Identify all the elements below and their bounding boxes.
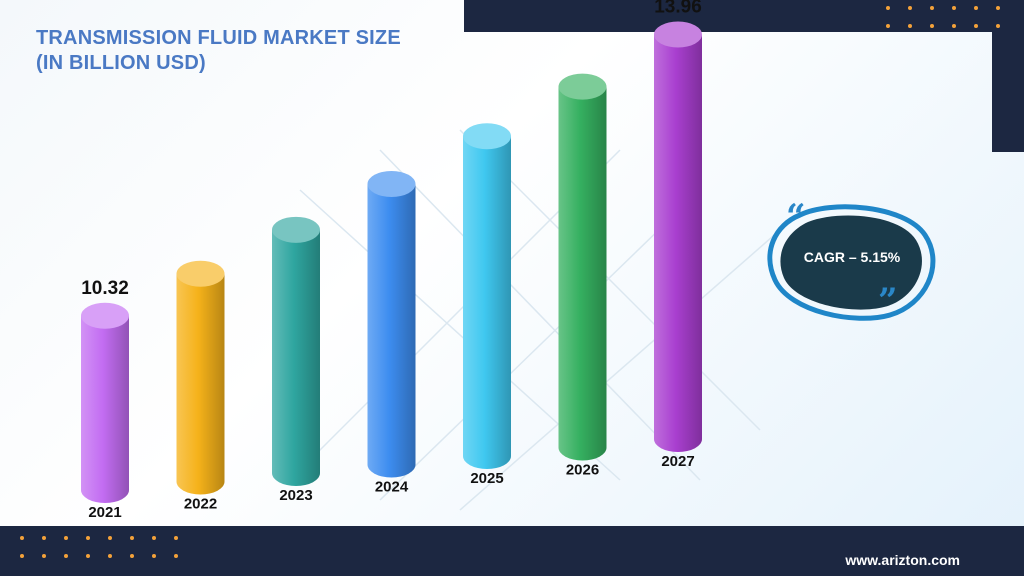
x-tick-label: 2027 [661, 453, 694, 470]
decor-dot [108, 554, 112, 558]
decor-dot [20, 536, 24, 540]
x-tick-label: 2024 [375, 479, 409, 496]
top-dots [886, 6, 1000, 28]
bar-cap-2024 [367, 171, 416, 197]
decor-dot [996, 24, 1000, 28]
decor-dot [952, 6, 956, 10]
bar-cap-2021 [81, 302, 129, 329]
bar-2027 [654, 34, 702, 452]
bottom-decor-bar [0, 526, 1024, 576]
cagr-badge: “ ” [767, 197, 936, 321]
chart-title: TRANSMISSION FLUID MARKET SIZE (IN BILLI… [36, 26, 401, 76]
decor-dot [130, 554, 134, 558]
decor-dot [974, 6, 978, 10]
decor-dot [152, 536, 156, 540]
bar-cap-2027 [654, 21, 702, 48]
bar-cap-2023 [272, 216, 320, 243]
decor-dot [908, 24, 912, 28]
quote-close-icon: ” [878, 281, 898, 321]
quote-open-icon: “ [786, 197, 806, 237]
data-label: 10.32 [81, 278, 129, 299]
decor-dot [886, 6, 890, 10]
bar-2021 [81, 315, 129, 503]
chart-title-line1: TRANSMISSION FLUID MARKET SIZE [36, 27, 401, 49]
lattice-line [459, 229, 781, 511]
bar-cap-2026 [558, 73, 607, 100]
decor-dot [152, 554, 156, 558]
decor-dot [930, 6, 934, 10]
decor-dot [42, 536, 46, 540]
decor-dot [952, 24, 956, 28]
decor-dot [86, 536, 90, 540]
decor-dot [996, 6, 1000, 10]
x-tick-label: 2022 [184, 496, 217, 513]
decor-dot [86, 554, 90, 558]
data-label: 13.96 [654, 0, 702, 18]
x-tick-label: 2021 [88, 504, 121, 521]
decor-dot [64, 536, 68, 540]
lattice-line [379, 149, 701, 481]
bar-2024 [367, 184, 416, 478]
bar-2022 [176, 273, 225, 495]
x-tick-label: 2026 [566, 462, 599, 479]
bar-2025 [463, 136, 511, 469]
decor-dot [20, 554, 24, 558]
bar-cap-2025 [463, 123, 511, 150]
lattice-line [379, 189, 701, 501]
chart-title-line2: (IN BILLION USD) [36, 52, 206, 74]
decor-dot [886, 24, 890, 28]
cagr-blob [780, 215, 922, 310]
decor-dot [130, 536, 134, 540]
x-tick-label: 2023 [279, 487, 312, 504]
decor-dot [108, 536, 112, 540]
decor-dot [930, 24, 934, 28]
bar-2026 [558, 86, 607, 461]
cagr-ring [767, 204, 936, 321]
decor-dot [174, 554, 178, 558]
decor-dot [174, 536, 178, 540]
decor-dot [974, 24, 978, 28]
decor-dot [64, 554, 68, 558]
bar-cap-2022 [176, 260, 225, 287]
x-tick-label: 2025 [470, 470, 503, 487]
website-link[interactable]: www.arizton.com [845, 552, 960, 568]
decor-dot [42, 554, 46, 558]
decor-dot [908, 6, 912, 10]
bottom-dots [20, 536, 178, 558]
cagr-label: CAGR – 5.15% [803, 249, 901, 265]
bar-2023 [272, 229, 320, 486]
